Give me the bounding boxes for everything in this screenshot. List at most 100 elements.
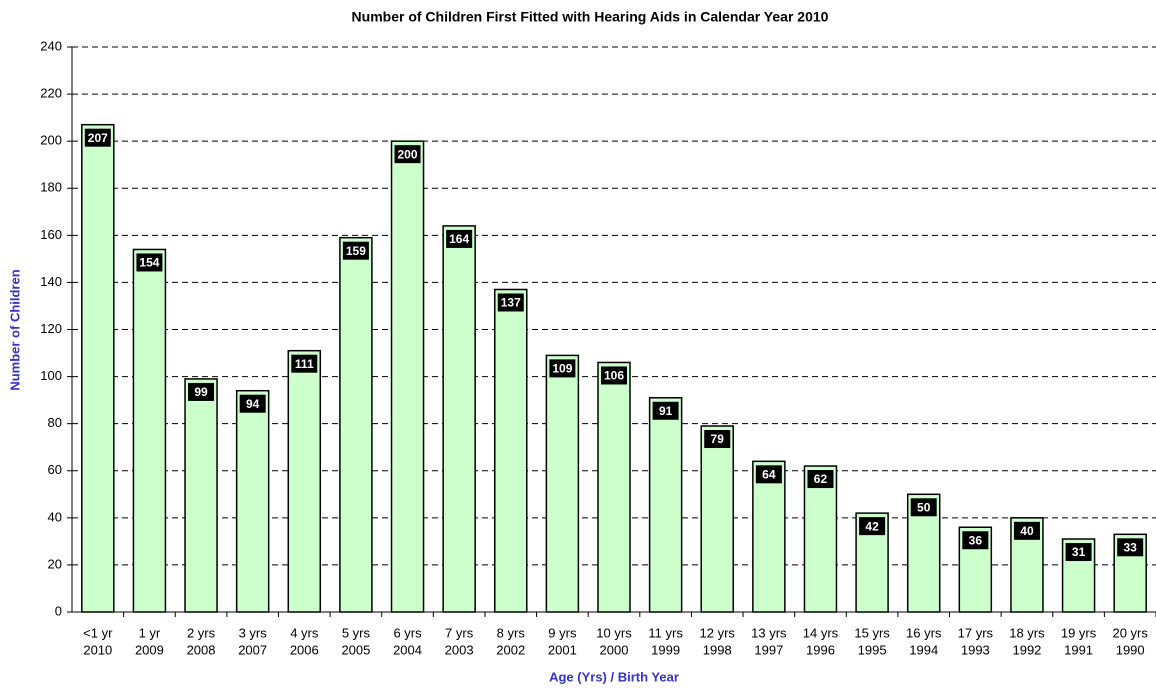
data-label-box [1013,521,1040,540]
data-label-box [84,128,111,147]
data-label-box [1117,538,1144,557]
x-tick-label: 10 yrs [596,625,632,640]
data-label: 137 [501,296,521,310]
data-label-box [291,354,318,373]
data-label: 154 [139,256,159,270]
x-tick-label: 2008 [187,642,216,657]
x-tick-label: 1996 [806,642,835,657]
data-label-box [446,229,473,248]
x-tick-label: 7 yrs [445,625,474,640]
x-tick-label: 2009 [135,642,164,657]
data-label: 50 [917,500,931,514]
x-tick-label: 20 yrs [1112,625,1148,640]
data-label: 111 [295,357,314,371]
data-label-box [394,145,421,164]
bar [597,361,631,613]
x-tick-label: 2002 [496,642,525,657]
data-label-box [704,430,731,449]
x-tick-label: 1995 [858,642,887,657]
data-label-box [601,366,627,385]
data-label-box [239,394,266,413]
data-label-box [1065,543,1092,562]
data-label-box [188,382,215,401]
data-label-box [342,241,369,260]
x-tick-label: 8 yrs [497,625,526,640]
y-tick-label: 120 [40,321,62,336]
x-tick-label: 19 yrs [1061,625,1097,640]
y-tick-label: 80 [48,415,62,430]
bar [494,288,528,613]
data-label: 79 [711,432,725,446]
x-tick-label: 1994 [909,642,938,657]
bar [287,349,322,613]
data-label-box [497,293,524,312]
x-tick-label: 9 yrs [548,625,577,640]
y-tick-label: 0 [55,603,62,618]
data-label-box [910,498,937,517]
x-tick-label: 13 yrs [751,625,787,640]
bar [184,378,218,613]
x-tick-label: 1999 [651,642,680,657]
data-label-box [549,359,576,378]
bar [545,354,580,613]
x-tick-label: 18 yrs [1009,625,1045,640]
x-tick-label: 2006 [290,642,319,657]
data-label: 94 [246,397,260,411]
x-tick-label: 14 yrs [803,625,839,640]
x-tick-label: 2000 [600,642,629,657]
data-label-box [962,531,989,550]
x-tick-label: 5 yrs [342,625,371,640]
data-label: 36 [969,533,983,547]
data-label: 42 [865,519,879,533]
bar [648,397,683,613]
x-tick-label: 1 yr [139,625,161,640]
data-label-box [136,253,163,272]
x-tick-label: 16 yrs [906,625,942,640]
x-tick-label: 6 yrs [393,625,422,640]
y-tick-label: 220 [40,86,62,101]
y-tick-label: 200 [40,133,62,148]
x-tick-label: 11 yrs [648,625,683,640]
data-label: 200 [398,147,418,161]
data-label: 40 [1020,524,1034,538]
bar [803,465,838,613]
data-label: 64 [762,468,776,482]
x-axis-title: Age (Yrs) / Birth Year [549,669,679,684]
y-tick-label: 180 [40,180,62,195]
x-tick-label: 2 yrs [187,625,216,640]
data-label: 106 [604,369,624,383]
y-tick-label: 140 [40,274,62,289]
x-tick-label: 2003 [445,642,474,657]
x-tick-label: 17 yrs [958,625,994,640]
y-tick-label: 160 [40,227,62,242]
x-tick-label: 1991 [1064,642,1093,657]
x-tick-label: 1992 [1012,642,1041,657]
y-axis-title: Number of Children [7,269,22,390]
data-label: 91 [659,404,673,418]
data-label-box [807,470,834,489]
x-tick-label: 1997 [754,642,783,657]
x-tick-label: <1 yr [83,625,113,640]
x-tick-label: 1993 [961,642,990,657]
x-tick-label: 1998 [703,642,732,657]
x-tick-label: 2005 [341,642,370,657]
y-tick-label: 40 [48,509,62,524]
bar [442,225,476,613]
x-tick-label: 12 yrs [700,625,736,640]
bar [390,140,425,613]
data-label-box [859,517,886,536]
data-label-box [652,401,679,420]
bar [752,460,786,613]
data-label-box [755,465,782,484]
data-label: 109 [552,362,572,376]
bar [700,425,734,613]
bar [132,248,167,613]
data-label: 62 [814,472,828,486]
x-tick-label: 3 yrs [239,625,268,640]
data-label: 207 [88,131,108,145]
data-label: 33 [1124,540,1138,554]
x-tick-label: 1990 [1116,642,1145,657]
bar [81,123,115,613]
bar [235,389,270,613]
